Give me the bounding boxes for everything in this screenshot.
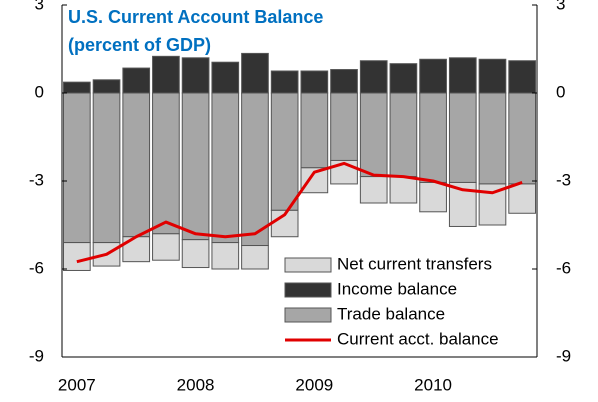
bar [359,176,388,204]
legend-swatch [284,282,332,298]
bar [92,79,121,94]
legend-label: Income balance [337,279,457,298]
line [76,161,523,264]
bar [241,52,269,94]
bar [508,183,536,214]
bar [122,67,151,94]
bar [122,236,151,263]
bar [478,58,507,94]
legend-swatch [284,257,332,273]
y2-tick-label: -9 [556,346,571,365]
bar [241,245,269,270]
legend-label: Net current transfers [337,254,492,273]
y-tick-label: -3 [29,170,44,189]
bar [63,81,91,94]
x-tick-label: 2007 [58,375,96,394]
bar [152,92,180,235]
x-tick-label: 2009 [295,375,333,394]
bar [330,92,358,161]
bar [63,242,91,271]
bar [389,92,418,178]
y2-tick-label: 3 [556,0,565,13]
legend-label: Current acct. balance [337,329,499,348]
bar [448,57,477,94]
y2-tick-label: -6 [556,258,571,277]
chart-subtitle: (percent of GDP) [68,35,211,55]
bar [359,92,388,178]
bar [270,92,299,211]
legend-swatch [284,307,332,323]
y-tick-label: -6 [29,258,44,277]
bar [181,57,210,94]
bar [270,70,299,94]
y2-tick-label: 0 [556,82,565,101]
bar [211,242,240,270]
bar [419,58,447,94]
x-tick-label: 2008 [177,375,215,394]
y-tick-label: -9 [29,346,44,365]
y2-tick-label: -3 [556,170,571,189]
bar [448,92,477,183]
bar [419,92,447,183]
bar [241,92,269,247]
chart-title: U.S. Current Account Balance [68,7,323,27]
legend-label: Trade balance [337,304,445,323]
bar [389,63,418,94]
bar [300,92,329,169]
bar [419,181,447,213]
bar [508,92,536,185]
bar [152,55,180,94]
bar [300,70,329,94]
y-tick-label: 3 [35,0,44,13]
bar [181,92,210,241]
bar [122,92,151,238]
bar [181,239,210,269]
bar [330,69,358,94]
bar [92,92,121,244]
bar [63,92,91,244]
bar [508,60,536,94]
bar [211,61,240,94]
bar [389,176,418,204]
x-tick-label: 2010 [414,375,452,394]
y-tick-label: 0 [35,82,44,101]
bar [359,60,388,94]
bar [478,92,507,185]
bar [211,92,240,244]
bar [152,233,180,261]
